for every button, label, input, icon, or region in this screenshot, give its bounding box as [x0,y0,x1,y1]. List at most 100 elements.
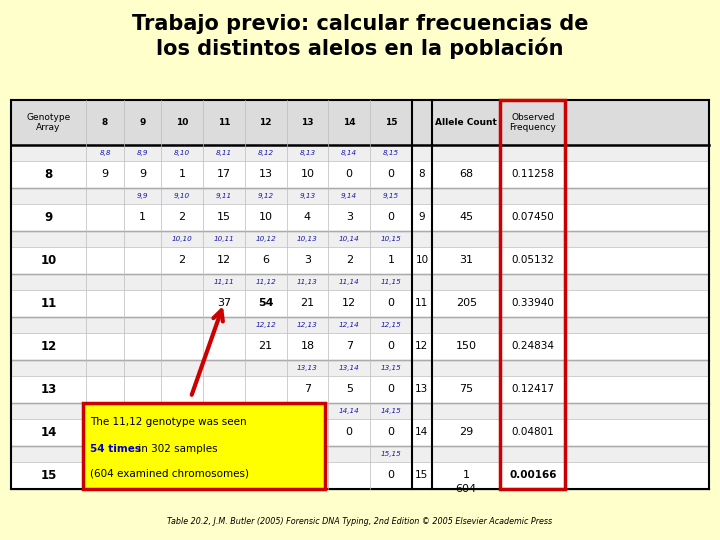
Text: Observed
Frequency: Observed Frequency [509,113,557,132]
Text: 14: 14 [343,118,356,127]
Text: 11: 11 [217,118,230,127]
Text: 205: 205 [456,298,477,308]
Text: 2: 2 [346,255,353,265]
Text: los distintos alelos en la población: los distintos alelos en la población [156,38,564,59]
Text: 37: 37 [217,298,231,308]
Text: 12,15: 12,15 [381,322,401,328]
Text: 8: 8 [102,118,108,127]
Text: 7: 7 [304,384,311,394]
Text: 54 times: 54 times [90,444,141,455]
Bar [11,317,709,333]
Text: 31: 31 [459,255,473,265]
Text: 0: 0 [346,427,353,437]
Text: 11,13: 11,13 [297,279,318,285]
Bar [11,145,709,161]
Text: 68: 68 [459,170,473,179]
Text: 9,9: 9,9 [137,193,148,199]
Text: 4: 4 [304,212,311,222]
Text: 8: 8 [418,170,426,179]
Text: 13: 13 [258,170,273,179]
Text: 10: 10 [415,255,428,265]
Text: 15: 15 [384,118,397,127]
Text: 1: 1 [387,255,395,265]
Text: 11,14: 11,14 [339,279,359,285]
Text: 8,10: 8,10 [174,150,190,156]
Text: 10,13: 10,13 [297,236,318,242]
Text: 6: 6 [262,255,269,265]
Text: 8: 8 [45,168,53,181]
Text: 10: 10 [40,254,57,267]
Bar [11,188,709,204]
Text: 8,9: 8,9 [137,150,148,156]
Text: 604: 604 [456,484,477,494]
Text: (604 examined chromosomes): (604 examined chromosomes) [90,469,249,479]
Text: 9,10: 9,10 [174,193,190,199]
Text: 13,15: 13,15 [381,364,401,371]
Text: 11,11: 11,11 [214,279,234,285]
Text: 3: 3 [346,212,353,222]
Text: 13,13: 13,13 [297,364,318,371]
Text: 18: 18 [300,341,315,352]
Text: 9: 9 [45,211,53,224]
Text: in 302 samples: in 302 samples [135,444,217,455]
Text: 10,12: 10,12 [256,236,276,242]
Text: 150: 150 [456,341,477,352]
Bar [11,403,709,418]
Text: 21: 21 [300,298,315,308]
Text: 54: 54 [258,298,274,308]
Text: 11,15: 11,15 [381,279,401,285]
Text: 7: 7 [346,341,353,352]
Text: 14,14: 14,14 [339,408,359,414]
Text: 15: 15 [415,470,428,480]
Text: 0: 0 [387,170,395,179]
Text: 0: 0 [387,212,395,222]
Text: 10: 10 [176,118,189,127]
Text: 8,8: 8,8 [99,150,111,156]
Text: 10,11: 10,11 [214,236,234,242]
Text: 13: 13 [415,384,428,394]
Text: 8,15: 8,15 [383,150,399,156]
Text: 9: 9 [140,118,145,127]
Text: 9,13: 9,13 [300,193,315,199]
Text: 45: 45 [459,212,473,222]
Text: 10: 10 [300,170,315,179]
Text: 0: 0 [387,470,395,480]
Text: 8,12: 8,12 [258,150,274,156]
Text: 1: 1 [139,212,146,222]
Bar [11,231,709,247]
Text: 29: 29 [459,427,473,437]
Text: 9,15: 9,15 [383,193,399,199]
Text: 15: 15 [217,212,231,222]
Text: 11: 11 [40,297,57,310]
Text: 10: 10 [258,212,273,222]
Text: 8,13: 8,13 [300,150,315,156]
Text: 1: 1 [463,470,469,480]
Text: 0.07450: 0.07450 [511,212,554,222]
Text: 2: 2 [179,255,186,265]
Text: 0: 0 [387,341,395,352]
Text: 17: 17 [217,170,231,179]
Text: 10,10: 10,10 [172,236,192,242]
Text: 5: 5 [346,384,353,394]
Text: Trabajo previo: calcular frecuencias de: Trabajo previo: calcular frecuencias de [132,14,588,33]
Text: 15: 15 [40,469,57,482]
Text: 3: 3 [304,255,311,265]
Text: 9: 9 [139,170,146,179]
Text: 0.12417: 0.12417 [511,384,554,394]
Text: 10,14: 10,14 [339,236,359,242]
Text: 0: 0 [387,298,395,308]
Bar [11,446,709,462]
Text: 14: 14 [415,427,428,437]
Text: 0.11258: 0.11258 [511,170,554,179]
Text: 11,12: 11,12 [256,279,276,285]
Text: Allele Count: Allele Count [436,118,497,127]
Text: 9: 9 [418,212,426,222]
Text: 0: 0 [346,170,353,179]
Text: 14: 14 [40,426,57,438]
Bar [11,360,709,376]
Bar [11,274,709,290]
Text: 0.24834: 0.24834 [511,341,554,352]
Text: 10,15: 10,15 [381,236,401,242]
Text: 14,15: 14,15 [381,408,401,414]
Text: 8,14: 8,14 [341,150,357,156]
